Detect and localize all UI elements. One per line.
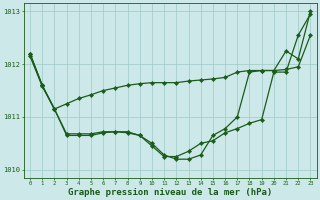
X-axis label: Graphe pression niveau de la mer (hPa): Graphe pression niveau de la mer (hPa) bbox=[68, 188, 272, 197]
